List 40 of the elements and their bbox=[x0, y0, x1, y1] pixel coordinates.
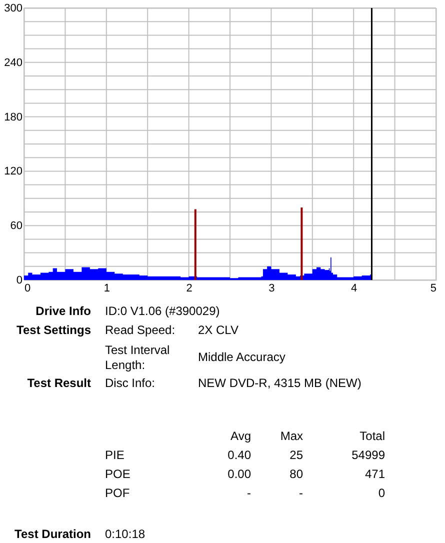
text: ID:0 V1.06 (#390029) bbox=[105, 304, 220, 318]
x-tick-label: 2 bbox=[186, 282, 192, 294]
text: Test Settings bbox=[16, 323, 92, 337]
text: - bbox=[299, 486, 303, 500]
text: Test Result bbox=[27, 376, 91, 390]
text: Test Interval bbox=[105, 343, 170, 357]
text: 2X CLV bbox=[198, 323, 238, 337]
x-tick-label: 3 bbox=[268, 282, 275, 294]
y-tick-label: 180 bbox=[4, 111, 22, 124]
y-tick-label: 120 bbox=[4, 166, 22, 178]
text: 25 bbox=[290, 448, 304, 462]
y-tick-label: 300 bbox=[4, 2, 22, 14]
text: 471 bbox=[364, 467, 386, 481]
x-tick-label: 1 bbox=[104, 282, 110, 294]
text: POF bbox=[105, 486, 130, 500]
text: 0.00 bbox=[228, 467, 252, 481]
x-tick-label: 4 bbox=[351, 282, 358, 294]
text: 54999 bbox=[352, 448, 386, 462]
text: Length: bbox=[105, 358, 146, 372]
y-tick-label: 0 bbox=[16, 274, 22, 286]
x-tick-label: 0 bbox=[24, 282, 31, 294]
text: Total bbox=[360, 429, 385, 443]
x-tick-label: 5 bbox=[430, 282, 436, 294]
text: Drive Info bbox=[36, 304, 91, 318]
text: PIE bbox=[105, 448, 124, 462]
text: POE bbox=[105, 467, 130, 481]
y-tick-label: 60 bbox=[10, 220, 22, 232]
text: Avg bbox=[230, 429, 251, 443]
text: Test Duration bbox=[14, 527, 91, 541]
y-tick-label: 240 bbox=[4, 56, 22, 69]
text: 0:10:18 bbox=[105, 527, 146, 541]
text: Read Speed: bbox=[105, 323, 176, 337]
text: NEW DVD-R, 4315 MB (NEW) bbox=[198, 376, 362, 390]
text: - bbox=[247, 486, 251, 500]
text: 80 bbox=[290, 467, 304, 481]
text: 0.40 bbox=[228, 448, 252, 462]
text: 0 bbox=[378, 486, 386, 500]
text: Disc Info: bbox=[105, 376, 156, 390]
text: Max bbox=[280, 429, 303, 443]
text: Middle Accuracy bbox=[198, 350, 286, 364]
